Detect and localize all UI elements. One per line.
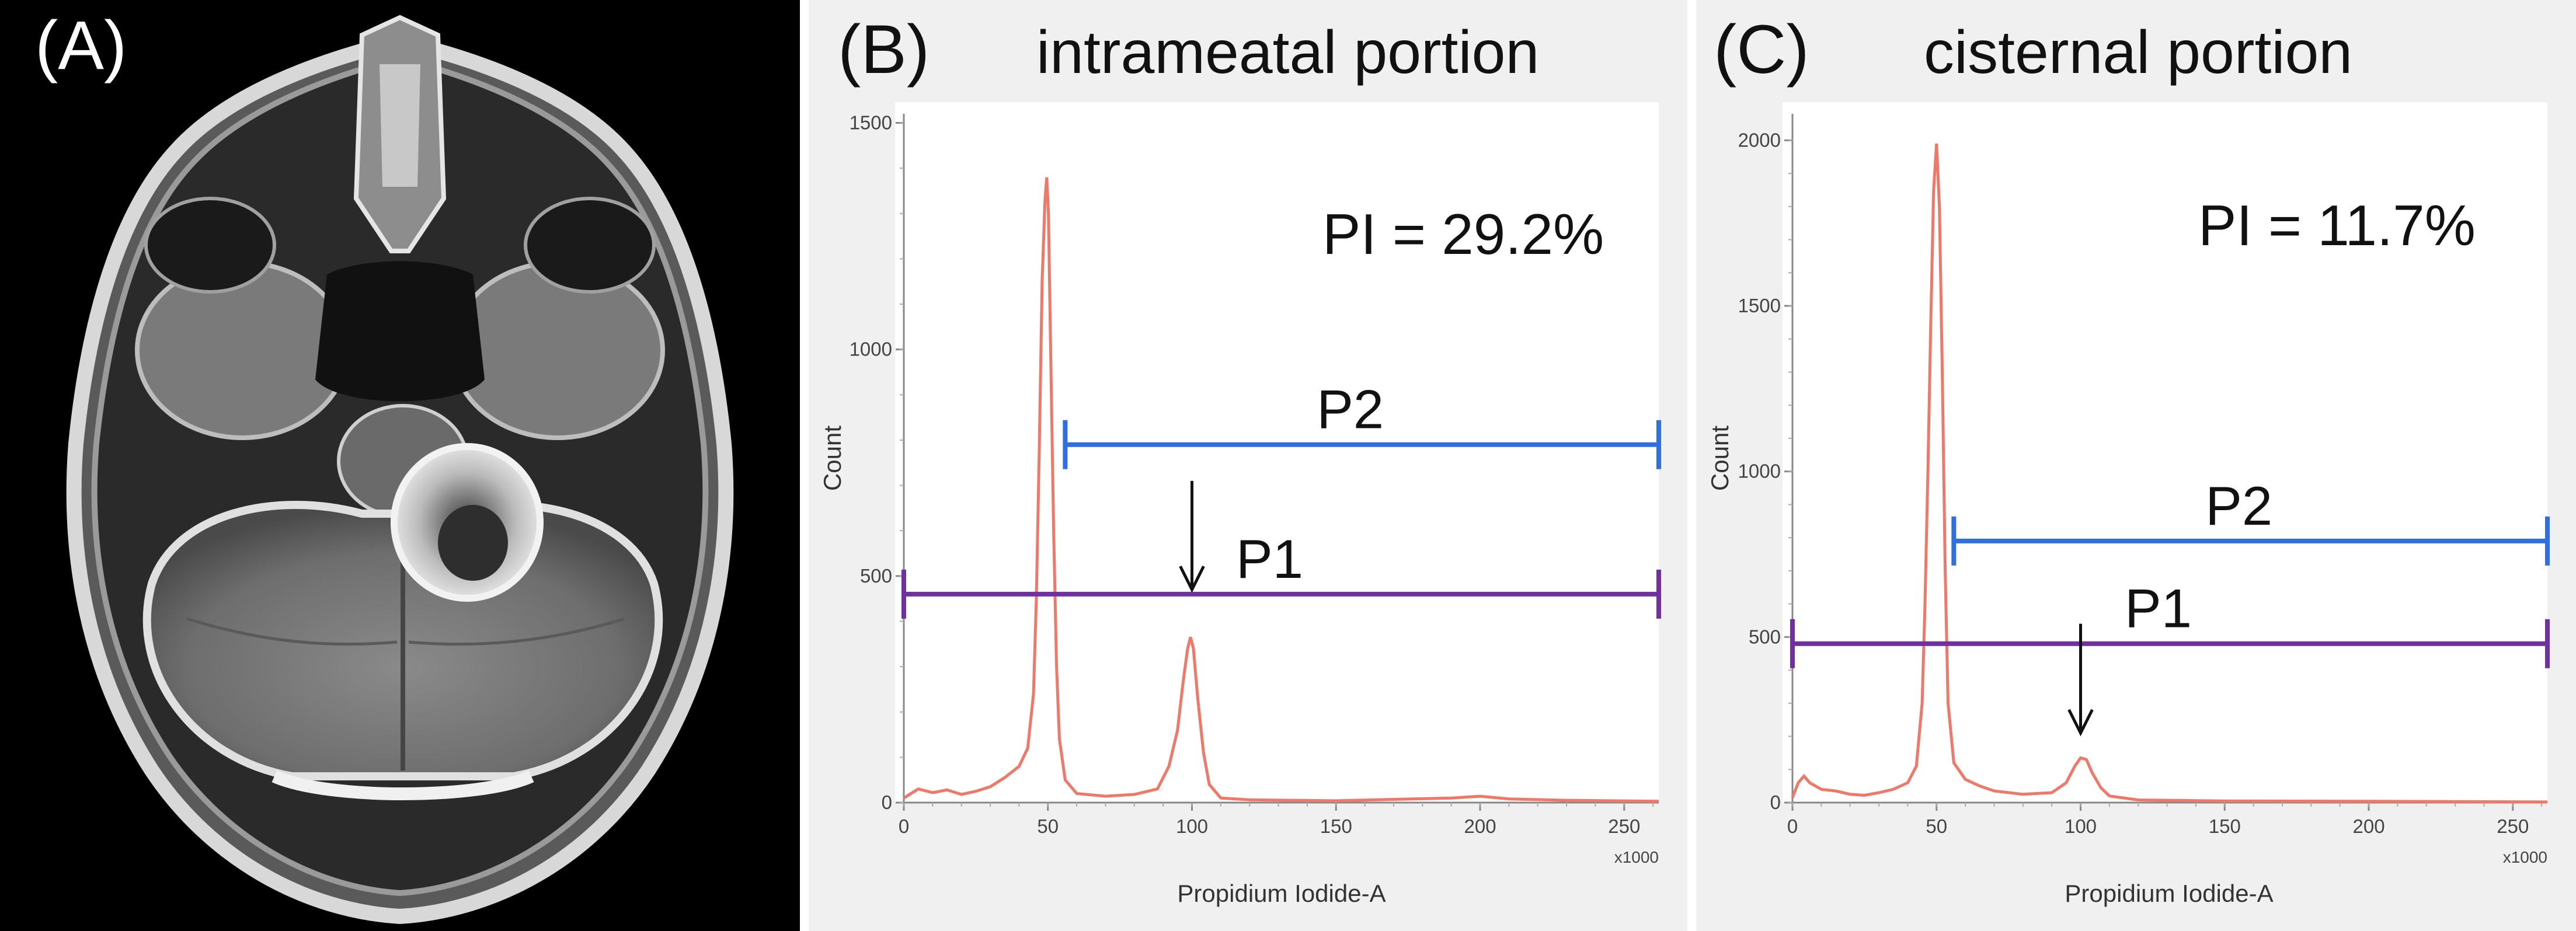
x-tick-label: 0	[1787, 815, 1798, 837]
chart-panel-c: 0 500 1000 1500 2000 0 50 100 150 200 250 P2 P1 (C…	[1696, 0, 2576, 931]
plot-area	[895, 102, 1659, 803]
mri-image	[0, 0, 800, 931]
y-axis-label: Count	[1706, 426, 1733, 491]
x-axis-label: Propidium Iodide-A	[1177, 880, 1386, 907]
histogram-b: 0 500 1000 1500 0 50 100 150 200 250 P2 P1 (B) in…	[819, 11, 1661, 907]
y-tick-label: 1500	[1738, 295, 1781, 316]
x-tick-label: 50	[1926, 815, 1947, 837]
arrow-head-icon	[2067, 709, 2094, 737]
x-axis-label: Propidium Iodide-A	[2065, 880, 2273, 907]
y-tick-label: 0	[882, 791, 892, 813]
x-unit-label: x1000	[2503, 848, 2547, 866]
x-tick-label: 150	[1320, 815, 1352, 837]
gate-p1-label: P1	[2125, 578, 2192, 639]
gate-p2-label: P2	[2205, 475, 2272, 536]
y-tick-label: 1000	[850, 339, 892, 360]
x-tick-label: 250	[1608, 815, 1640, 837]
mri-panel: (A)	[0, 0, 800, 931]
y-tick-label: 1000	[1738, 461, 1781, 482]
arrow-head-icon	[1179, 566, 1205, 593]
x-tick-label: 100	[2065, 815, 2097, 837]
panel-c-title: cisternal portion	[1924, 19, 2352, 86]
x-tick-label: 100	[1176, 815, 1208, 837]
panel-b-letter: (B)	[838, 11, 930, 88]
gate-p2-label: P2	[1317, 379, 1384, 440]
panel-c-letter: (C)	[1714, 11, 1809, 88]
panel-a-letter: (A)	[35, 7, 127, 84]
y-tick-label: 500	[860, 565, 892, 587]
x-tick-label: 200	[2352, 815, 2384, 837]
chart-panel-b: 0 500 1000 1500 0 50 100 150 200 250 P2 P1 (B) in…	[809, 0, 1687, 931]
x-unit-label: x1000	[1614, 848, 1659, 866]
histogram-curve	[1791, 143, 2548, 804]
x-tick-label: 150	[2209, 815, 2241, 837]
histogram-curve	[903, 177, 1659, 803]
pi-annotation: PI = 11.7%	[2198, 193, 2476, 257]
x-tick-label: 200	[1464, 815, 1496, 837]
x-tick-label: 0	[899, 815, 909, 837]
gate-p1-label: P1	[1236, 528, 1303, 590]
y-tick-label: 1500	[850, 112, 892, 134]
x-tick-label: 250	[2497, 815, 2529, 837]
pi-annotation: PI = 29.2%	[1322, 202, 1604, 266]
y-tick-label: 0	[1770, 791, 1781, 813]
plot-area	[1783, 102, 2547, 803]
panel-b-title: intrameatal portion	[1036, 19, 1539, 86]
y-tick-label: 2000	[1738, 129, 1781, 151]
y-axis-label: Count	[819, 426, 846, 491]
y-tick-label: 500	[1749, 626, 1781, 647]
x-tick-label: 50	[1037, 815, 1059, 837]
